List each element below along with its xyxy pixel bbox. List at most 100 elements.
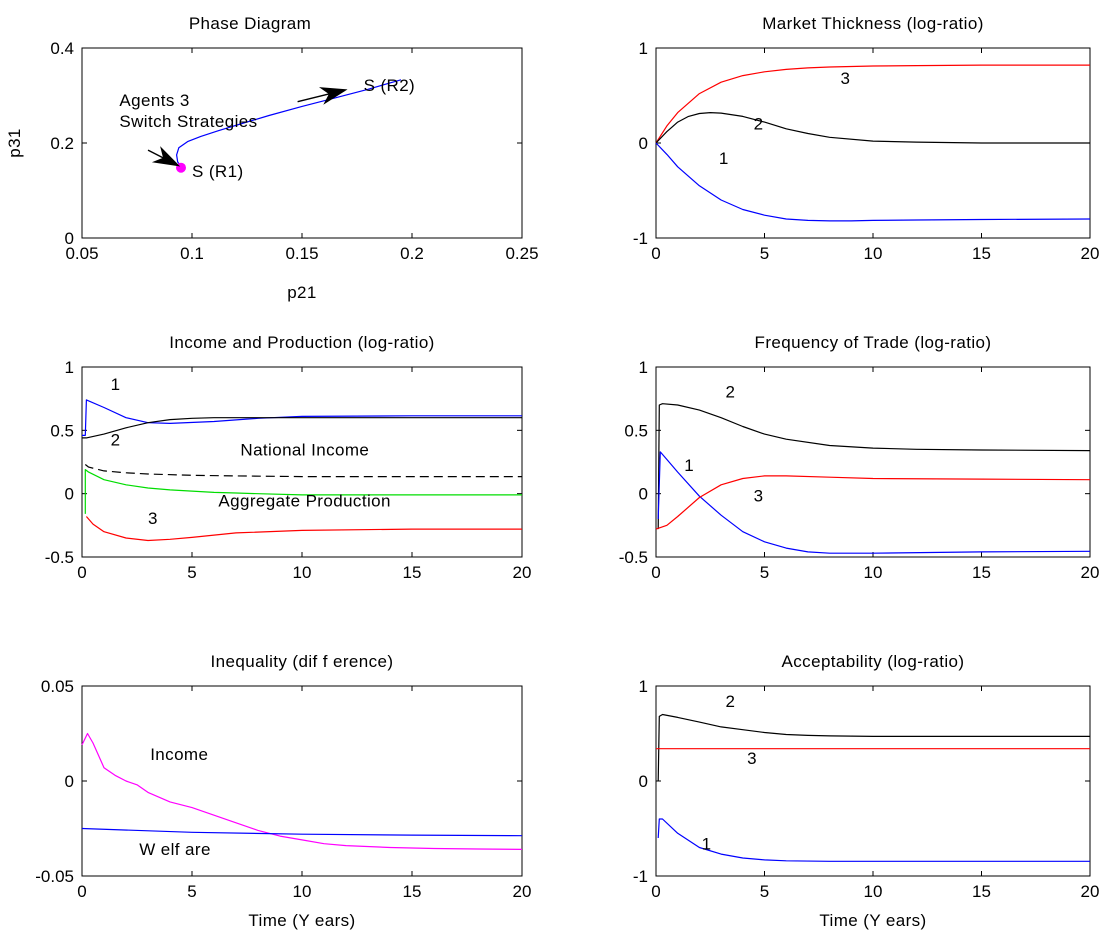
phase-diagram-title: Phase Diagram	[189, 14, 311, 33]
thickness-series-line-2	[655, 111, 1090, 144]
thickness-ytick-label: 1	[639, 39, 648, 58]
thickness-xtick-label: 10	[864, 244, 883, 263]
income-series-line-1	[82, 399, 522, 436]
frequency-ytick-label: 0	[639, 485, 648, 504]
frequency-trade-title: Frequency of Trade (log-ratio)	[755, 333, 992, 352]
inequality-xtick-label: 0	[77, 882, 86, 901]
inequality-xtick-label: 10	[293, 882, 312, 901]
phase-diagram-ticks: 0.05 0.1 0.15 0.2 0.25 0 0.2 0.4	[50, 39, 538, 263]
phase-annotation: Agents 3	[119, 91, 189, 110]
inequality-xtick-label: 15	[403, 882, 422, 901]
frequency-xtick-label: 15	[972, 563, 991, 582]
income-production-ticks: 0 5 10 15 20-0.500.51	[45, 358, 532, 582]
frequency-annotation: 3	[754, 486, 764, 505]
inequality-annotation: Income	[150, 745, 208, 764]
frequency-annotation: 2	[725, 382, 735, 401]
market-thickness-lines	[655, 64, 1091, 222]
phase-arrow-head	[318, 87, 348, 105]
acceptability-frame	[655, 685, 1091, 877]
phase-diagram-panel: Phase Diagram 0.05 0.1 0.15 0.2 0.2500.20.4 …	[5, 14, 539, 302]
acceptability-lines	[656, 713, 1090, 862]
frequency-series-line-3	[655, 475, 1091, 530]
phase-xtick-label: 0.2	[400, 244, 424, 263]
acceptability-series-line-3	[657, 818, 1090, 862]
phase-annotation: S (R2)	[364, 76, 416, 95]
acceptability-title: Acceptability (log-ratio)	[782, 652, 965, 671]
income-annotation: 1	[111, 375, 121, 394]
income-annotation: 2	[111, 431, 121, 450]
frequency-trade-lines	[655, 403, 1091, 554]
phase-diagram-xlabel: p21	[287, 283, 317, 302]
phase-xtick-label: 0.1	[180, 244, 204, 263]
inequality-xtick-label: 5	[187, 882, 196, 901]
thickness-annotation: 3	[840, 69, 850, 88]
acceptability-annotation: 2	[725, 692, 735, 711]
income-xtick-label: 10	[293, 563, 312, 582]
phase-diagram-lines	[147, 79, 402, 173]
frequency-xtick-label: 10	[864, 563, 883, 582]
acceptability-panel: Acceptability (log-ratio) 0 5 10 15 20-101 2…	[633, 652, 1100, 930]
market-thickness-ticks: 0 5 10 15 20-101	[633, 39, 1100, 263]
thickness-ytick-label: -1	[633, 229, 648, 248]
inequality-series-line-2	[81, 827, 523, 837]
income-series-line-2	[82, 417, 522, 439]
frequency-trade-annotations: 2 1 3	[684, 382, 763, 505]
acceptability-annotation: 3	[747, 749, 757, 768]
income-annotation: Aggregate Production	[218, 491, 390, 510]
thickness-xtick-label: 0	[651, 244, 660, 263]
income-xtick-label: 0	[77, 563, 86, 582]
income-xtick-label: 15	[403, 563, 422, 582]
market-thickness-panel: Market Thickness (log-ratio) 0 5 10 15 20-10…	[633, 14, 1100, 263]
phase-arrow-shaft	[147, 149, 164, 159]
thickness-annotation: 2	[754, 115, 764, 134]
income-xtick-label: 20	[513, 563, 532, 582]
inequality-annotation: W elf are	[139, 840, 211, 859]
phase-series-line-1	[176, 79, 402, 169]
frequency-trade-panel: Frequency of Trade (log-ratio) 0 5 10 15 20-…	[619, 333, 1100, 582]
market-thickness-annotations: 3 2 1	[719, 69, 850, 168]
income-annotation: National Income	[240, 441, 369, 460]
income-series-line-5	[85, 516, 522, 542]
phase-xtick-label: 0.05	[65, 244, 98, 263]
phase-ytick-label: 0.2	[50, 134, 74, 153]
frequency-series-line-1	[657, 403, 1091, 530]
acceptability-ytick-label: 1	[639, 677, 648, 696]
inequality-ytick-label: 0	[65, 772, 74, 791]
frequency-series-line-2	[657, 451, 1091, 554]
frequency-trade-ticks: 0 5 10 15 20-0.500.51	[619, 358, 1100, 582]
acceptability-xtick-label: 10	[864, 882, 883, 901]
acceptability-ytick-label: 0	[639, 772, 648, 791]
phase-diagram-annotations: Agents 3 Switch Strategies S (R1) S (R2)	[119, 76, 416, 181]
inequality-ytick-label: 0.05	[41, 677, 74, 696]
thickness-xtick-label: 15	[972, 244, 991, 263]
income-xtick-label: 5	[187, 563, 196, 582]
phase-xtick-label: 0.15	[285, 244, 318, 263]
phase-diagram-ylabel: p31	[5, 128, 24, 158]
frequency-xtick-label: 20	[1081, 563, 1100, 582]
market-thickness-title: Market Thickness (log-ratio)	[762, 14, 984, 33]
phase-ytick-label: 0	[65, 229, 74, 248]
acceptability-ticks: 0 5 10 15 20-101	[633, 677, 1100, 901]
phase-annotation: Switch Strategies	[119, 112, 257, 131]
acceptability-annotations: 2 3 1	[702, 692, 757, 854]
acceptability-xtick-label: 0	[651, 882, 660, 901]
frequency-xtick-label: 0	[651, 563, 660, 582]
inequality-annotations: Income W elf are	[139, 745, 211, 859]
acceptability-xtick-label: 5	[760, 882, 769, 901]
thickness-annotation: 1	[719, 149, 729, 168]
inequality-ytick-label: -0.05	[35, 867, 74, 886]
inequality-panel: Inequality (dif f erence) 0 5 10 15 20-0.050…	[35, 652, 531, 930]
thickness-ytick-label: 0	[639, 134, 648, 153]
phase-ytick-label: 0.4	[50, 39, 74, 58]
frequency-ytick-label: -0.5	[619, 548, 648, 567]
income-ytick-label: 0.5	[50, 421, 74, 440]
income-series-line-3	[84, 464, 522, 478]
acceptability-xlabel: Time (Y ears)	[819, 911, 926, 930]
phase-diagram-frame	[81, 47, 523, 239]
income-annotation: 3	[148, 509, 158, 528]
income-ytick-label: -0.5	[45, 548, 74, 567]
acceptability-series-line-1	[657, 713, 1090, 782]
frequency-annotation: 1	[684, 456, 694, 475]
phase-xtick-label: 0.25	[505, 244, 538, 263]
